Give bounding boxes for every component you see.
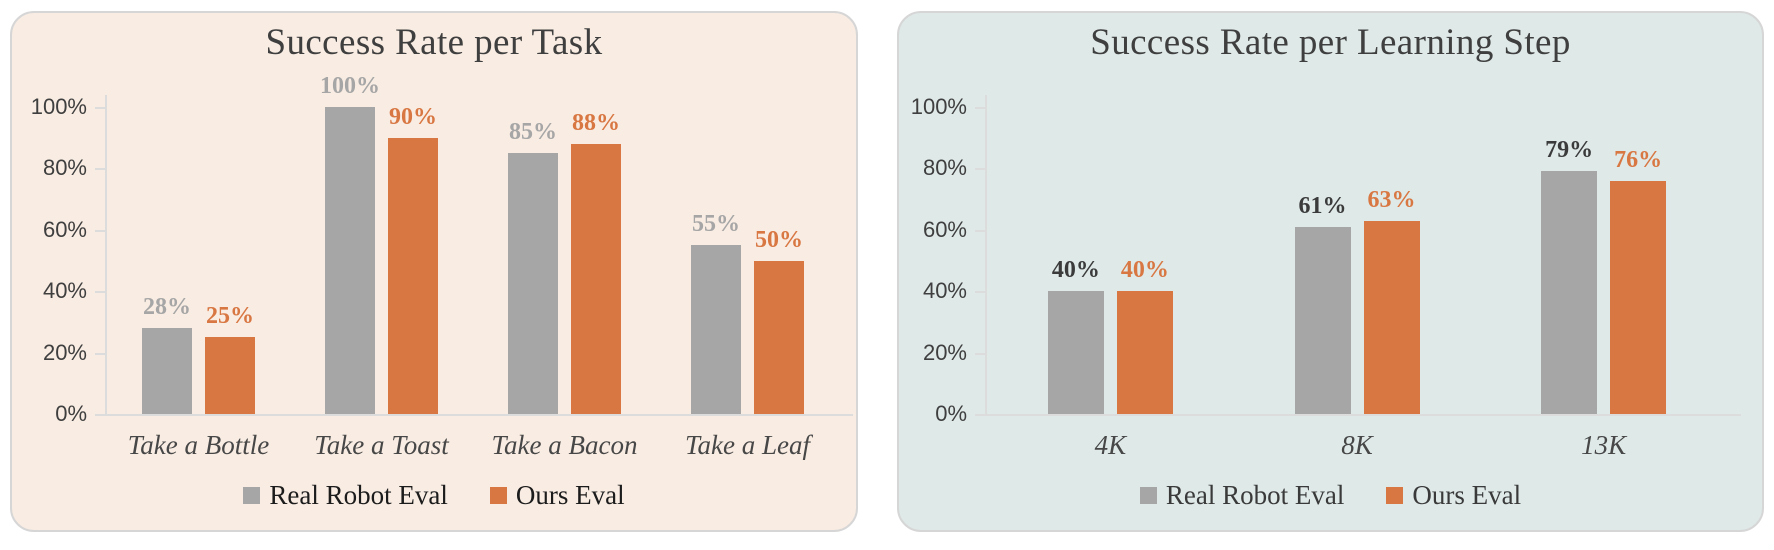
- bar-value-label: 28%: [143, 294, 191, 321]
- bar-value-label: 90%: [389, 103, 437, 130]
- bar-real-robot-eval: 61%: [1294, 193, 1351, 414]
- legend-swatch-real-robot-eval: [243, 487, 261, 504]
- bar-ours-eval: 88%: [571, 110, 621, 414]
- y-tick-label: 20%: [42, 339, 87, 365]
- category-label: Take a Bacon: [491, 430, 638, 460]
- legend-label: Real Robot Eval: [269, 480, 448, 510]
- legend-label: Ours Eval: [515, 480, 625, 510]
- chart-panel-success-rate-per-learning-step: Success Rate per Learning Step 40% 40% 4K 6…: [897, 11, 1764, 532]
- y-tick-label: 40%: [42, 278, 87, 304]
- bar-value-label: 61%: [1298, 192, 1347, 219]
- bar-group: 85% 88% Take a Bacon: [473, 107, 656, 460]
- bar-real-robot-eval: 40%: [1047, 257, 1104, 414]
- legend: Real Robot Eval Ours Eval: [12, 480, 856, 511]
- bar-ours-eval: 50%: [754, 227, 804, 414]
- legend: Real Robot Eval Ours Eval: [899, 480, 1762, 511]
- legend-item: Ours Eval: [489, 480, 625, 511]
- y-tick-mark: [95, 352, 105, 355]
- y-tick-mark: [975, 414, 985, 416]
- y-tick-mark: [95, 229, 105, 232]
- category-label: Take a Toast: [314, 430, 449, 460]
- bar-real-robot-eval: 79%: [1541, 137, 1598, 414]
- bar-group: 79% 76% 13K: [1480, 107, 1727, 460]
- legend-label: Ours Eval: [1412, 480, 1522, 510]
- bar-ours-eval: 63%: [1363, 187, 1420, 414]
- legend-item: Real Robot Eval: [1139, 480, 1345, 511]
- bar-group: 55% 50% Take a Leaf: [656, 107, 839, 460]
- chart-title: Success Rate per Task: [265, 22, 603, 63]
- bar-groups: 40% 40% 4K 61% 63% 8K 79% 76% 13K: [987, 107, 1727, 460]
- bar-value-label: 63%: [1367, 186, 1416, 213]
- y-tick-mark: [95, 107, 105, 109]
- bar-value-label: 76%: [1614, 146, 1663, 173]
- y-tick-label: 100%: [910, 94, 967, 119]
- legend-item: Real Robot Eval: [243, 480, 448, 511]
- y-tick-label: 0%: [55, 401, 87, 426]
- plot-area: 40% 40% 4K 61% 63% 8K 79% 76% 13K 0% 20% 40% 60% 80%…: [911, 94, 1741, 460]
- category-label: 13K: [1581, 430, 1627, 460]
- y-axis-line: [105, 95, 107, 414]
- category-label: 8K: [1341, 430, 1373, 460]
- x-axis-line: [105, 414, 853, 416]
- y-tick-mark: [95, 414, 105, 416]
- y-tick-mark: [975, 291, 985, 294]
- bar-ours-eval: 25%: [205, 303, 255, 414]
- bar-value-label: 100%: [320, 73, 380, 99]
- legend-swatch-real-robot-eval: [1139, 487, 1157, 504]
- legend-swatch-ours-eval: [489, 487, 507, 504]
- plot-area: 28% 25% Take a Bottle 100% 90% Take a Toast 85…: [31, 73, 853, 460]
- y-tick-label: 0%: [935, 401, 967, 426]
- bar-value-label: 55%: [692, 211, 740, 238]
- bar-value-label: 88%: [572, 109, 620, 136]
- bar-value-label: 25%: [206, 303, 254, 330]
- y-tick-label: 40%: [922, 278, 967, 304]
- bar-value-label: 50%: [755, 226, 803, 253]
- category-label: Take a Leaf: [684, 430, 811, 460]
- bar-group: 100% 90% Take a Toast: [290, 73, 473, 460]
- y-tick-mark: [975, 168, 985, 171]
- bar-real-robot-eval: 55%: [691, 211, 741, 414]
- bar-real-robot-eval: 28%: [142, 294, 192, 414]
- category-label: Take a Bottle: [127, 430, 270, 460]
- y-tick-label: 20%: [922, 339, 967, 365]
- x-axis-line: [985, 414, 1741, 416]
- y-tick-mark: [95, 168, 105, 171]
- bar-ours-eval: 40%: [1116, 257, 1173, 414]
- y-tick-label: 80%: [922, 155, 967, 181]
- bar-group: 28% 25% Take a Bottle: [107, 107, 290, 460]
- y-tick-label: 60%: [922, 216, 967, 242]
- y-tick-mark: [975, 352, 985, 355]
- legend-label: Real Robot Eval: [1165, 480, 1345, 510]
- bar-ours-eval: 90%: [388, 104, 438, 414]
- bar-value-label: 79%: [1545, 137, 1594, 164]
- y-axis-line: [985, 95, 987, 414]
- legend-swatch-ours-eval: [1386, 487, 1404, 504]
- legend-item: Ours Eval: [1386, 480, 1521, 511]
- bar-group: 40% 40% 4K: [987, 107, 1234, 460]
- chart-panel-success-rate-per-task: Success Rate per Task 28% 25% Take a Bottl…: [10, 11, 858, 532]
- y-tick-mark: [95, 291, 105, 294]
- category-label: 4K: [1094, 430, 1127, 460]
- y-tick-label: 60%: [42, 216, 87, 242]
- bar-ours-eval: 76%: [1610, 147, 1667, 414]
- bar-groups: 28% 25% Take a Bottle 100% 90% Take a Toast 85…: [107, 73, 839, 460]
- y-tick-label: 80%: [42, 155, 87, 181]
- y-tick-mark: [975, 229, 985, 232]
- bar-real-robot-eval: 85%: [508, 119, 558, 414]
- chart-title: Success Rate per Learning Step: [1090, 22, 1571, 63]
- y-tick-mark: [975, 107, 985, 109]
- bar-real-robot-eval: 100%: [320, 73, 380, 414]
- bar-value-label: 40%: [1051, 257, 1100, 284]
- bar-value-label: 40%: [1120, 257, 1169, 284]
- bar-value-label: 85%: [509, 119, 557, 146]
- bar-group: 61% 63% 8K: [1234, 107, 1481, 460]
- y-tick-label: 100%: [30, 94, 87, 119]
